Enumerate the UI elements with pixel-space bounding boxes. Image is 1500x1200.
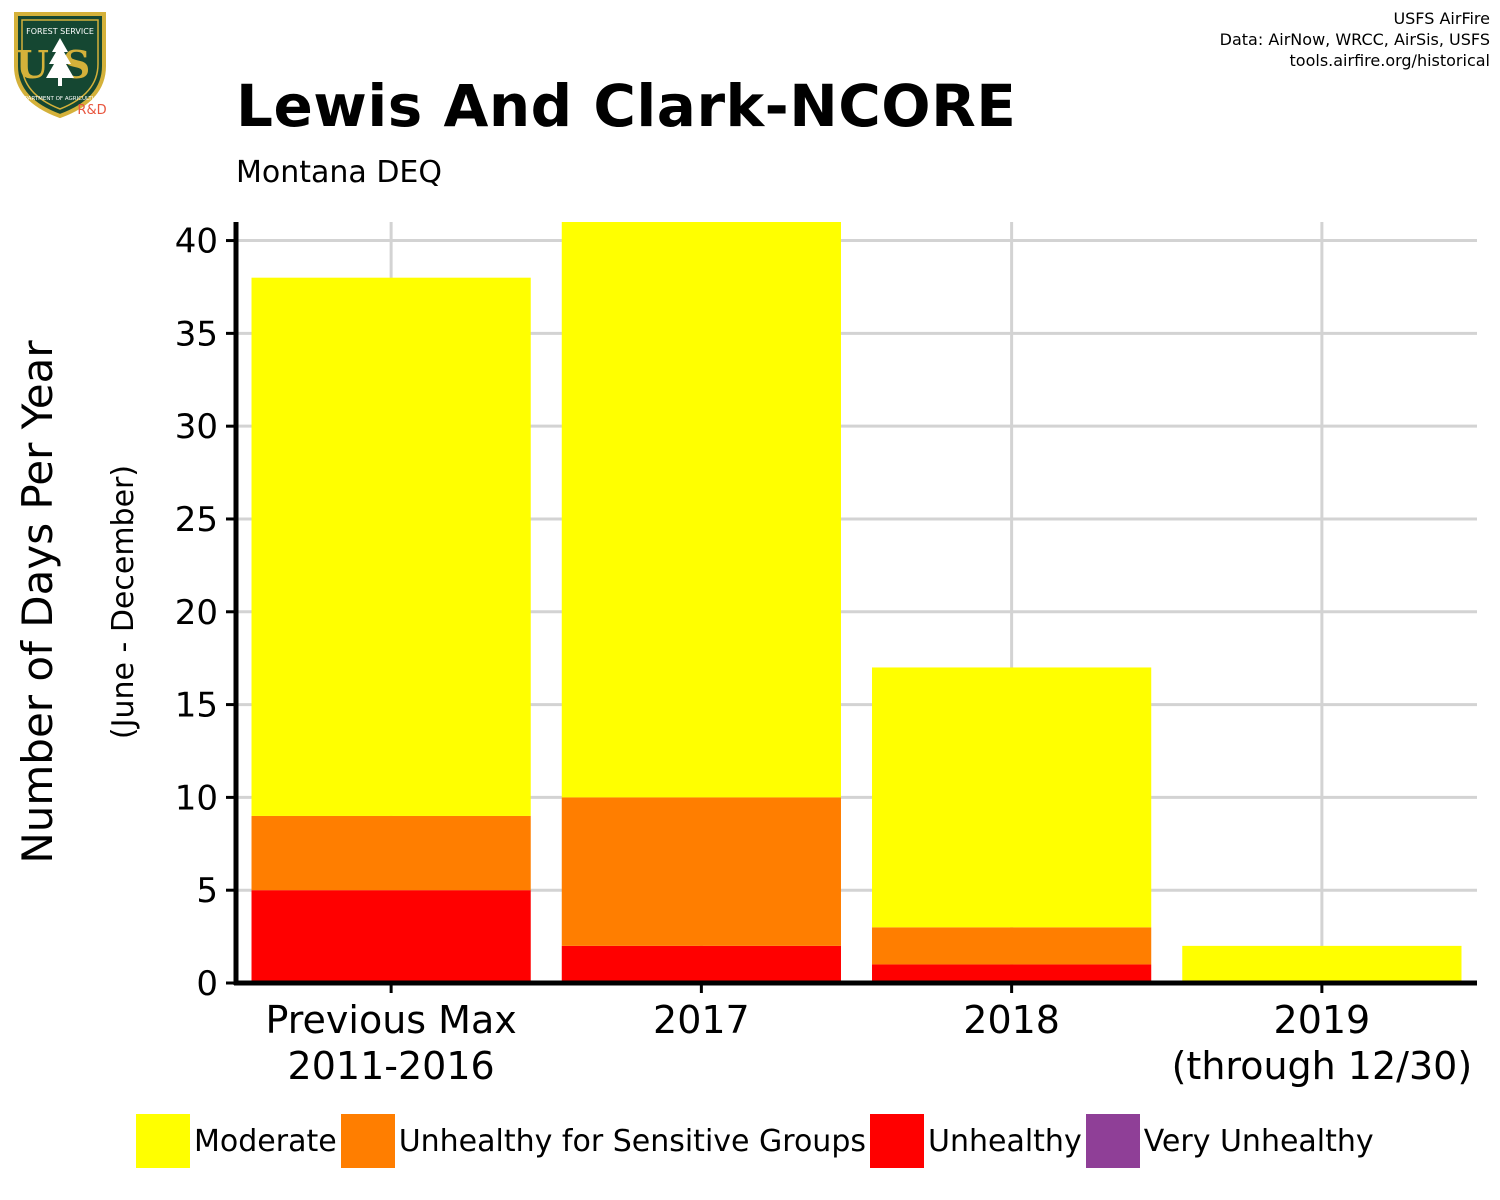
y-tick-label: 0 (196, 964, 218, 1004)
legend-swatch-very-unhealthy (1085, 1114, 1140, 1168)
credit-line: tools.airfire.org/historical (1289, 51, 1490, 70)
bar-segment (251, 277, 531, 816)
bar-segment (872, 964, 1152, 983)
credit-line: USFS AirFire (1393, 9, 1490, 28)
legend-item: Unhealthy for Sensitive Groups (340, 1114, 866, 1168)
x-tick-label: Previous Max (266, 998, 517, 1042)
legend-item: Moderate (136, 1114, 337, 1168)
credits: USFS AirFire Data: AirNow, WRCC, AirSis,… (1220, 8, 1490, 71)
y-tick-label: 30 (175, 407, 218, 447)
legend-item: Unhealthy (870, 1114, 1082, 1168)
y-tick-label: 5 (196, 871, 218, 911)
y-axis-label: Number of Days Per Year (13, 340, 62, 864)
legend-swatch-unhealthy (870, 1114, 924, 1168)
legend-label: Very Unhealthy (1143, 1123, 1374, 1159)
y-tick-label: 25 (175, 500, 218, 540)
legend-label: Moderate (194, 1123, 337, 1159)
legend-swatch-usg (340, 1114, 395, 1168)
x-tick-label: 2017 (653, 998, 750, 1042)
chart-title: Lewis And Clark-NCORE (236, 72, 1017, 140)
bar-segment (251, 890, 531, 983)
y-tick-label: 10 (175, 778, 218, 818)
logo-shield-text: US (16, 42, 105, 87)
legend-label: Unhealthy (928, 1123, 1082, 1159)
logo-top-text: FOREST SERVICE (26, 27, 94, 36)
legend-swatch-moderate (136, 1114, 190, 1168)
logo-bottom-text: DEPARTMENT OF AGRICULTURE (17, 96, 104, 102)
bar-segment (561, 222, 841, 798)
bar-segment (872, 667, 1152, 928)
y-axis-sublabel: (June - December) (106, 465, 141, 739)
x-tick-label: (through 12/30) (1172, 1044, 1473, 1088)
legend-item: Very Unhealthy (1085, 1114, 1374, 1168)
y-tick-label: 20 (175, 593, 218, 633)
credit-line: Data: AirNow, WRCC, AirSis, USFS (1219, 30, 1490, 49)
x-tick-label: 2019 (1274, 998, 1371, 1042)
tree-icon (46, 38, 74, 78)
x-tick-label: 2011-2016 (288, 1044, 495, 1088)
chart-subtitle: Montana DEQ (236, 155, 443, 190)
bar-segment (561, 945, 841, 983)
bar-segment (251, 815, 531, 891)
bar-segment (561, 797, 841, 946)
bar-segment (872, 927, 1152, 965)
bar-segment (1182, 945, 1462, 983)
legend: Moderate Unhealthy for Sensitive Groups … (136, 1113, 1378, 1169)
y-tick-label: 40 (175, 222, 218, 262)
legend-label: Unhealthy for Sensitive Groups (398, 1123, 866, 1159)
x-tick-label: 2018 (963, 998, 1060, 1042)
usfs-logo: FOREST SERVICE US DEPARTMENT OF AGRICULT… (14, 12, 107, 119)
logo-badge: R&D (77, 103, 106, 118)
y-tick-label: 15 (175, 686, 218, 726)
y-tick-label: 35 (175, 314, 218, 354)
